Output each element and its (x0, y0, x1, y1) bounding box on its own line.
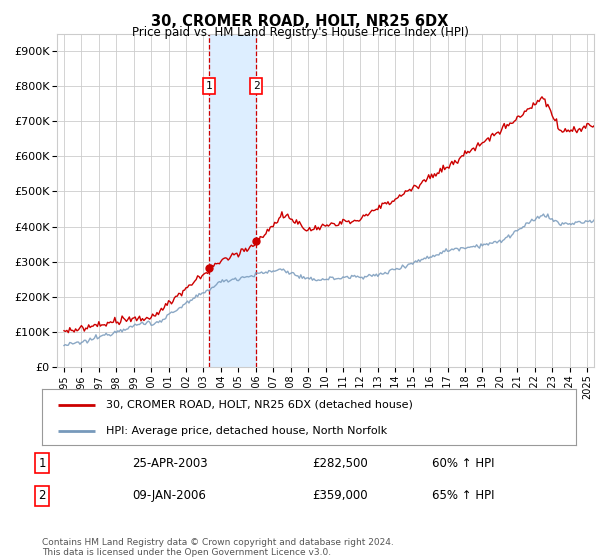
Text: 65% ↑ HPI: 65% ↑ HPI (432, 489, 494, 502)
Text: HPI: Average price, detached house, North Norfolk: HPI: Average price, detached house, Nort… (106, 426, 388, 436)
Text: 09-JAN-2006: 09-JAN-2006 (132, 489, 206, 502)
Text: 1: 1 (206, 81, 212, 91)
Text: 60% ↑ HPI: 60% ↑ HPI (432, 457, 494, 470)
Text: 2: 2 (38, 489, 46, 502)
Text: 30, CROMER ROAD, HOLT, NR25 6DX: 30, CROMER ROAD, HOLT, NR25 6DX (151, 14, 449, 29)
Text: £359,000: £359,000 (312, 489, 368, 502)
Text: 2: 2 (253, 81, 260, 91)
Text: 25-APR-2003: 25-APR-2003 (132, 457, 208, 470)
Text: 1: 1 (38, 457, 46, 470)
Text: 30, CROMER ROAD, HOLT, NR25 6DX (detached house): 30, CROMER ROAD, HOLT, NR25 6DX (detache… (106, 400, 413, 410)
Bar (209, 34, 256, 367)
Text: Contains HM Land Registry data © Crown copyright and database right 2024.
This d: Contains HM Land Registry data © Crown c… (42, 538, 394, 557)
Text: Price paid vs. HM Land Registry's House Price Index (HPI): Price paid vs. HM Land Registry's House … (131, 26, 469, 39)
Text: £282,500: £282,500 (312, 457, 368, 470)
